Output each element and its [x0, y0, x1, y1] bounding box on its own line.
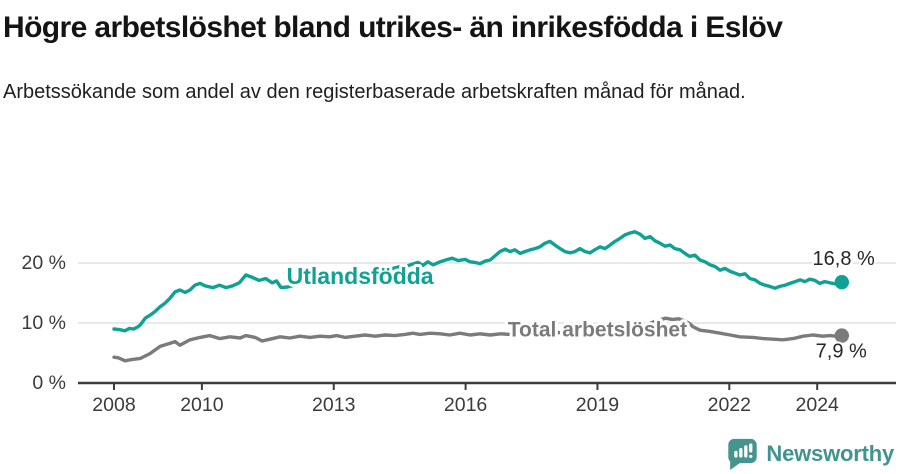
- x-tick-label-2013: 2013: [312, 394, 355, 416]
- x-tick-label-2016: 2016: [444, 394, 487, 416]
- chart-area: 0 % 10 % 20 % 2008 2010 2013 2016 2019 2022 2024 U…: [0, 222, 900, 427]
- x-tick-label-2024: 2024: [796, 394, 840, 416]
- x-tick-label-2019: 2019: [576, 394, 619, 416]
- line-chart-svg: 0 % 10 % 20 % 2008 2010 2013 2016 2019 2022 2024 U…: [22, 230, 896, 416]
- series-line-utlandsf-dda: [112, 230, 844, 333]
- y-tick-label-0: 0 %: [32, 372, 66, 394]
- header: Högre arbetslöshet bland utrikes- än inr…: [0, 0, 900, 108]
- x-tick-label-2010: 2010: [180, 394, 224, 416]
- series-label-utlandsf-dda: Utlandsfödda: [287, 263, 434, 289]
- series-end-dot-utlandsf-dda: [834, 275, 850, 290]
- series-end-dot-total-arbetsl-shet: [834, 328, 850, 343]
- x-tick-label-2008: 2008: [92, 394, 135, 416]
- value-label-utlandsf-dda: 16,8 %: [813, 248, 875, 270]
- y-tick-label-10: 10 %: [22, 312, 66, 334]
- x-tick-label-2022: 2022: [708, 394, 751, 416]
- chart-subtitle: Arbetssökande som andel av den registerb…: [3, 81, 746, 103]
- chart-title: Högre arbetslöshet bland utrikes- än inr…: [3, 11, 783, 44]
- y-tick-label-20: 20 %: [22, 252, 66, 274]
- value-label-total-arbetsl-shet: 7,9 %: [816, 341, 867, 363]
- newsworthy-logo-icon: [728, 438, 758, 470]
- brand-name: Newsworthy: [766, 440, 894, 466]
- series-label-total-arbetsl-shet: Total arbetslöshet: [508, 318, 687, 341]
- series-line-total-arbetsl-shet: [112, 316, 844, 363]
- brand-footer: Newsworthy: [726, 437, 894, 470]
